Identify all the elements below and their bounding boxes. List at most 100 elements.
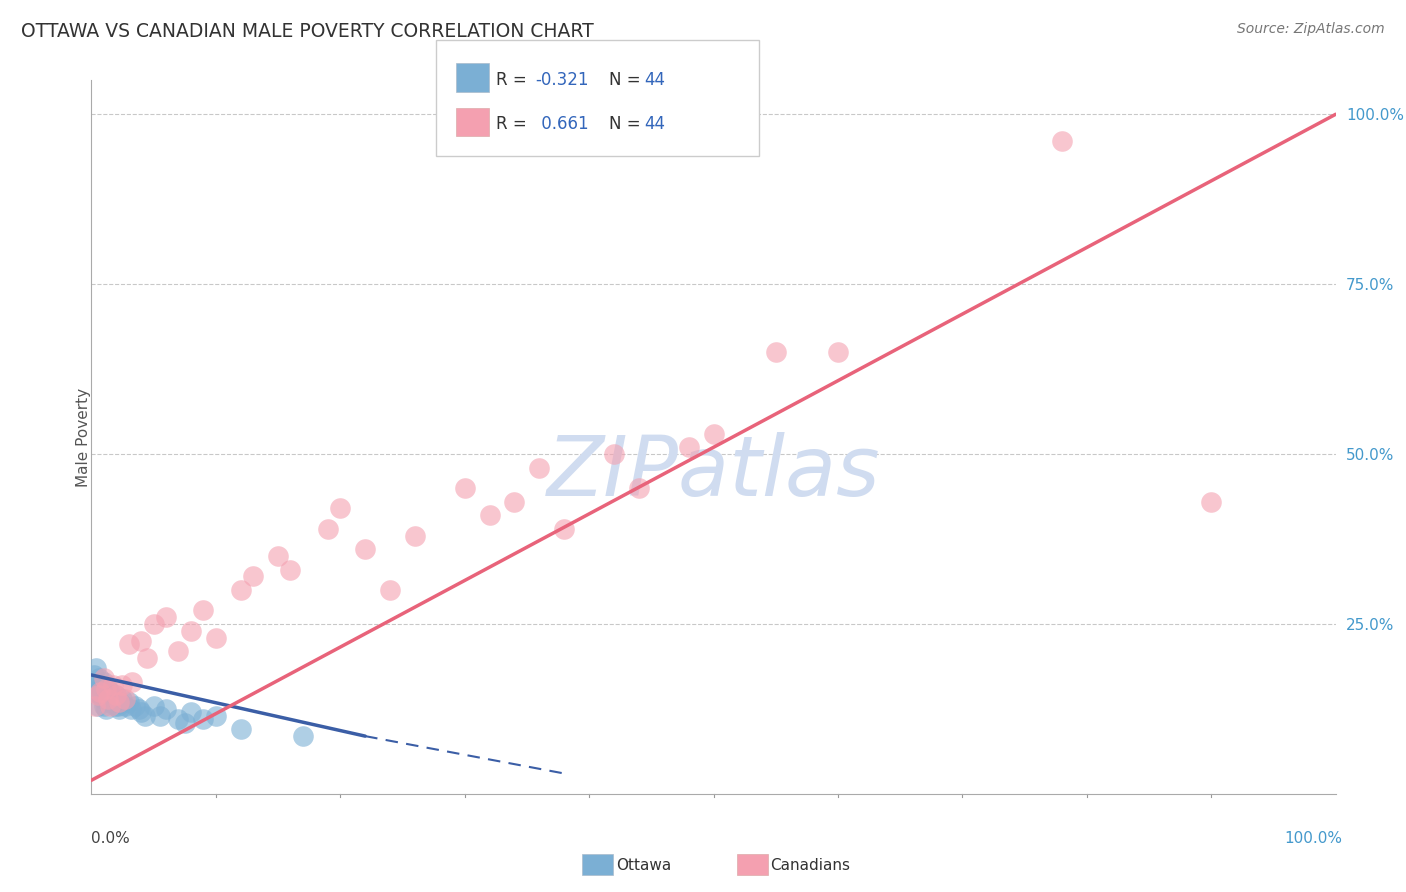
Point [107, 698, 129, 713]
Point [87, 671, 110, 685]
Point [107, 695, 129, 709]
Point [101, 678, 124, 692]
Point [104, 698, 127, 713]
Point [280, 563, 302, 577]
Text: 44: 44 [644, 115, 665, 133]
Text: N =: N = [609, 71, 640, 89]
Text: Canadians: Canadians [770, 858, 851, 872]
Point [118, 695, 141, 709]
Point [111, 678, 134, 692]
Point [627, 481, 650, 495]
Point [111, 691, 134, 706]
Point [86, 678, 108, 692]
Point [89, 681, 111, 696]
Point [603, 447, 626, 461]
Point [89, 685, 111, 699]
Text: Source: ZipAtlas.com: Source: ZipAtlas.com [1237, 22, 1385, 37]
Point [124, 698, 146, 713]
Point [404, 528, 426, 542]
Point [93, 698, 115, 713]
Point [120, 702, 142, 716]
Point [193, 603, 215, 617]
Point [1201, 494, 1223, 508]
Point [142, 617, 165, 632]
Text: R =: R = [496, 115, 527, 133]
Point [136, 651, 159, 665]
Point [503, 494, 526, 508]
Point [827, 345, 849, 359]
Point [149, 708, 172, 723]
Point [155, 702, 177, 716]
Point [155, 610, 177, 624]
Point [96, 681, 118, 696]
Point [91, 691, 114, 706]
Point [100, 689, 122, 703]
Point [128, 702, 150, 716]
Point [229, 723, 252, 737]
Point [316, 522, 339, 536]
Point [180, 624, 202, 638]
Point [267, 549, 290, 563]
Point [97, 691, 120, 706]
Point [103, 691, 125, 706]
Point [90, 678, 112, 692]
Point [97, 695, 120, 709]
Point [167, 644, 190, 658]
Point [134, 708, 156, 723]
Point [98, 685, 121, 699]
Point [84, 698, 107, 713]
Point [173, 715, 195, 730]
Y-axis label: Male Poverty: Male Poverty [76, 387, 90, 487]
Point [121, 674, 143, 689]
Point [84, 685, 107, 699]
Point [86, 689, 108, 703]
Point [98, 698, 121, 713]
Point [105, 689, 128, 703]
Point [205, 631, 228, 645]
Point [378, 582, 401, 597]
Point [553, 522, 575, 536]
Text: -0.321: -0.321 [536, 71, 589, 89]
Point [86, 698, 108, 713]
Point [114, 691, 136, 706]
Point [291, 729, 314, 743]
Text: N =: N = [609, 115, 640, 133]
Point [96, 689, 118, 703]
Point [1050, 135, 1073, 149]
Point [167, 712, 190, 726]
Point [329, 501, 352, 516]
Point [678, 440, 700, 454]
Point [86, 661, 108, 675]
Point [129, 706, 152, 720]
Point [93, 674, 115, 689]
Point [702, 426, 725, 441]
Point [93, 671, 115, 685]
Point [94, 685, 117, 699]
Text: ZIPatlas: ZIPatlas [547, 433, 880, 513]
Point [205, 708, 228, 723]
Text: Ottawa: Ottawa [616, 858, 671, 872]
Text: 44: 44 [644, 71, 665, 89]
Point [193, 712, 215, 726]
Point [83, 668, 105, 682]
Point [229, 582, 252, 597]
Point [129, 634, 152, 648]
Point [108, 695, 131, 709]
Point [478, 508, 501, 523]
Point [529, 460, 551, 475]
Point [765, 345, 787, 359]
Point [89, 689, 111, 703]
Point [105, 689, 128, 703]
Text: 0.661: 0.661 [536, 115, 588, 133]
Point [118, 637, 141, 651]
Point [142, 698, 165, 713]
Text: OTTAWA VS CANADIAN MALE POVERTY CORRELATION CHART: OTTAWA VS CANADIAN MALE POVERTY CORRELAT… [21, 22, 593, 41]
Point [242, 569, 264, 583]
Point [180, 706, 202, 720]
Point [354, 542, 377, 557]
Point [114, 698, 136, 713]
Text: 0.0%: 0.0% [91, 831, 131, 846]
Point [453, 481, 475, 495]
Point [97, 681, 120, 696]
Point [107, 702, 129, 716]
